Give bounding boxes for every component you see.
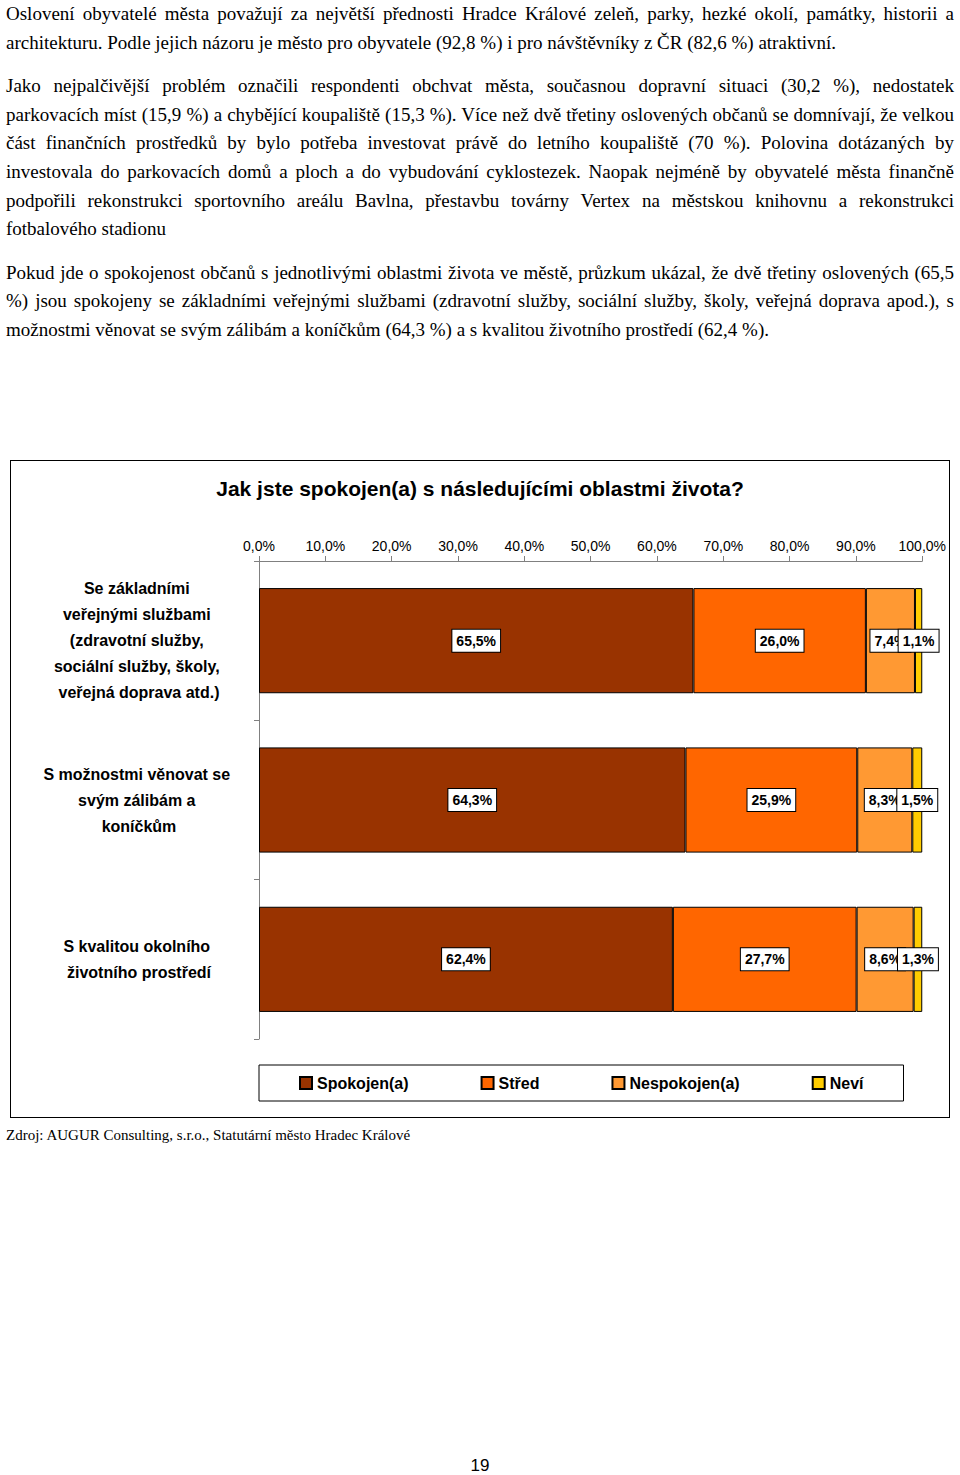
svg-text:0,0%: 0,0% bbox=[243, 538, 275, 554]
svg-text:(zdravotní služby,: (zdravotní služby, bbox=[70, 632, 208, 649]
svg-text:64,3%: 64,3% bbox=[452, 792, 492, 808]
svg-text:20,0%: 20,0% bbox=[372, 538, 412, 554]
svg-text:1,3%: 1,3% bbox=[902, 951, 934, 967]
svg-text:1,5%: 1,5% bbox=[901, 792, 933, 808]
svg-text:25,9%: 25,9% bbox=[752, 792, 792, 808]
svg-text:svým zálibám a: svým zálibám a bbox=[78, 792, 200, 809]
svg-text:100,0%: 100,0% bbox=[899, 538, 946, 554]
svg-text:70,0%: 70,0% bbox=[703, 538, 743, 554]
html-text:Zdroj: AUGUR Consulting, s.r.o: Zdroj: AUGUR Consulting, s.r.o., Statutá… bbox=[6, 1127, 411, 1143]
svg-text:S možnostmi věnovat se: S možnostmi věnovat se bbox=[43, 766, 234, 783]
svg-text:27,7%: 27,7% bbox=[745, 951, 785, 967]
svg-text:8,6%: 8,6% bbox=[869, 951, 901, 967]
svg-text:8,3%: 8,3% bbox=[868, 792, 901, 808]
svg-text:Spokojen(a): Spokojen(a) bbox=[317, 1075, 409, 1092]
html-text:Pokud jde o spokojenost občanů: Pokud jde o spokojenost občanů s jednotl… bbox=[6, 261, 954, 340]
html-text:Jako nejpalčivější problém ozn: Jako nejpalčivější problém označili resp… bbox=[6, 75, 954, 240]
html-text:19: 19 bbox=[470, 1456, 490, 1475]
svg-text:1,1%: 1,1% bbox=[903, 633, 935, 649]
svg-text:životního prostředí: životního prostředí bbox=[67, 964, 212, 981]
svg-text:sociální služby, školy,: sociální služby, školy, bbox=[54, 658, 224, 675]
svg-text:koníčkům: koníčkům bbox=[102, 818, 177, 835]
svg-text:65,5%: 65,5% bbox=[456, 633, 496, 649]
svg-text:Neví: Neví bbox=[830, 1075, 864, 1092]
svg-text:62,4%: 62,4% bbox=[446, 951, 486, 967]
svg-text:S kvalitou okolního: S kvalitou okolního bbox=[63, 938, 214, 955]
svg-text:veřejnými službami: veřejnými službami bbox=[63, 606, 215, 623]
svg-text:60,0%: 60,0% bbox=[637, 538, 677, 554]
svg-text:Se základními: Se základními bbox=[84, 580, 194, 597]
svg-text:veřejná doprava atd.): veřejná doprava atd.) bbox=[59, 684, 220, 701]
svg-text:80,0%: 80,0% bbox=[770, 538, 810, 554]
svg-text:10,0%: 10,0% bbox=[305, 538, 345, 554]
svg-text:26,0%: 26,0% bbox=[760, 633, 800, 649]
svg-text:Jak jste spokojen(a) s následu: Jak jste spokojen(a) s následujícími obl… bbox=[216, 477, 744, 500]
svg-text:Střed: Střed bbox=[499, 1075, 540, 1092]
svg-text:40,0%: 40,0% bbox=[504, 538, 544, 554]
svg-text:Nespokojen(a): Nespokojen(a) bbox=[629, 1075, 739, 1092]
svg-text:30,0%: 30,0% bbox=[438, 538, 478, 554]
svg-text:90,0%: 90,0% bbox=[836, 538, 876, 554]
html-text:Oslovení obyvatelé města považ: Oslovení obyvatelé města považují za nej… bbox=[6, 3, 954, 53]
svg-text:50,0%: 50,0% bbox=[571, 538, 611, 554]
svg-text:7,4%: 7,4% bbox=[874, 632, 907, 649]
